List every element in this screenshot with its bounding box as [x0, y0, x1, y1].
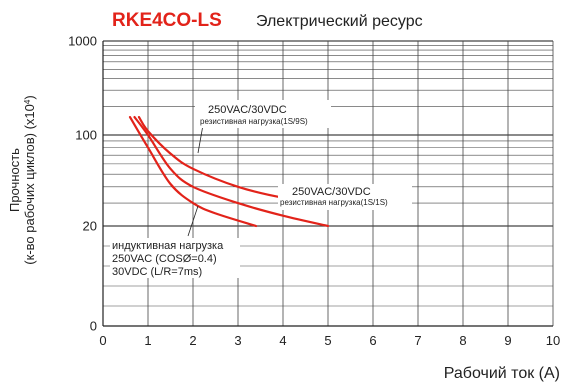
- series-2-point-3: [192, 202, 194, 204]
- x-axis-label: Рабочий ток (А): [444, 365, 560, 382]
- annotation-1s1s-line2: резистивная нагрузка(1S/1S): [280, 198, 388, 207]
- x-tick-label-2: 2: [189, 333, 196, 348]
- y-axis-label: Прочность: [7, 148, 22, 212]
- annotation-1s9s-box: [195, 100, 331, 128]
- x-tick-label-6: 6: [369, 333, 376, 348]
- y-tick-label-1000: 1000: [68, 34, 97, 49]
- series-2-point-5: [255, 225, 257, 227]
- annotation-inductive-line1: индуктивная нагрузка: [112, 240, 224, 252]
- annotation-1s9s: 250VAC/30VDC резистивная нагрузка(1S/9S): [195, 100, 331, 154]
- annotation-inductive-line2: 250VAC (COSØ=0.4): [112, 253, 217, 265]
- series-1-point-3: [192, 186, 194, 188]
- series-1-point-5: [282, 214, 284, 217]
- chart-title: Электрический ресурс: [256, 13, 423, 30]
- y-axis-label-line1: Прочность: [7, 148, 22, 212]
- series-0-point-1: [147, 130, 149, 132]
- series-1-point-2: [169, 168, 172, 170]
- y-tick-label-20: 20: [83, 219, 97, 234]
- x-tick-label-0: 0: [99, 333, 106, 348]
- series-0-point-2: [169, 152, 172, 155]
- annotation-1s9s-leader: [197, 124, 204, 154]
- x-tick-label-10: 10: [546, 333, 560, 348]
- y-axis-label-close: ): [22, 95, 37, 99]
- series-1-point-4: [237, 202, 239, 204]
- series-1-point-1: [147, 134, 149, 136]
- x-tick-label-7: 7: [414, 333, 421, 348]
- x-tick-labels: 0 1 2 3 4 5 6 7 8 9 10: [99, 333, 560, 348]
- x-tick-label-5: 5: [324, 333, 331, 348]
- x-tick-label-9: 9: [504, 333, 511, 348]
- series-1-point-6: [327, 225, 329, 227]
- chart-model: RKE4CO-LS: [112, 10, 222, 31]
- annotation-inductive-box: [110, 238, 240, 278]
- annotation-1s1s: 250VAC/30VDC резистивная нагрузка(1S/1S): [278, 184, 412, 210]
- series-1-point-0: [133, 116, 136, 118]
- y-axis-label-line2: (к-во рабочих циклов) (х10: [22, 104, 37, 265]
- y-tick-label-0: 0: [90, 319, 97, 334]
- series-lines: [128, 116, 330, 228]
- series-0-point-3: [192, 168, 194, 170]
- annotation-1s9s-line1: 250VAC/30VDC: [208, 104, 287, 116]
- y-axis-label-units: (к-во рабочих циклов) (х104): [22, 95, 37, 264]
- y-tick-labels: 0 20 100 1000: [68, 34, 97, 334]
- annotation-inductive-line3: 30VDC (L/R=7ms): [112, 266, 202, 278]
- x-tick-label-1: 1: [144, 333, 151, 348]
- series-2-point-4: [214, 212, 217, 215]
- series-2-point-2: [169, 183, 172, 185]
- series-0-point-0: [138, 116, 140, 118]
- annotation-1s1s-line1: 250VAC/30VDC: [292, 186, 371, 198]
- series-0-point-4: [237, 186, 239, 188]
- x-tick-label-4: 4: [279, 333, 286, 348]
- annotation-inductive: индуктивная нагрузка 250VAC (COSØ=0.4) 3…: [110, 205, 240, 278]
- series-2-point-0: [129, 116, 131, 118]
- y-tick-label-100: 100: [75, 128, 97, 143]
- annotation-1s1s-box: [278, 184, 412, 210]
- series-2-point-1: [147, 146, 149, 149]
- x-tick-label-3: 3: [234, 333, 241, 348]
- x-tick-label-8: 8: [459, 333, 466, 348]
- series-line-2: [128, 116, 258, 228]
- annotation-inductive-leader: [187, 205, 199, 237]
- y-axis-label-exponent: 4: [23, 99, 32, 104]
- annotation-1s9s-line2: резистивная нагрузка(1S/9S): [200, 117, 308, 126]
